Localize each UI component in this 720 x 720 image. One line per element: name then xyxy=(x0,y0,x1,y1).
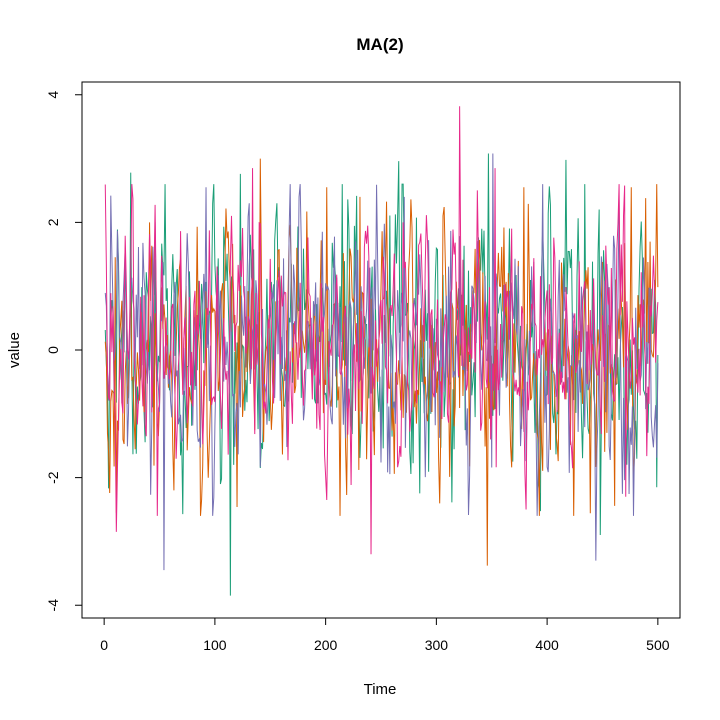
x-tick-label: 0 xyxy=(100,637,108,653)
x-tick-label: 200 xyxy=(314,637,338,653)
series-line-2 xyxy=(104,158,659,566)
y-tick-label: 0 xyxy=(45,346,61,354)
y-tick-label: 2 xyxy=(45,218,61,226)
y-tick-label: -2 xyxy=(45,471,61,484)
y-tick-label: -4 xyxy=(45,599,61,612)
x-tick-label: 400 xyxy=(535,637,559,653)
y-tick-label: 4 xyxy=(45,91,61,99)
chart-title: MA(2) xyxy=(356,35,403,54)
x-axis: 0 100 200 300 400 500 xyxy=(100,617,670,653)
series-line-4 xyxy=(104,106,659,555)
y-axis: -4 -2 0 2 4 xyxy=(45,91,83,612)
y-axis-label: value xyxy=(6,332,23,368)
x-tick-label: 300 xyxy=(425,637,449,653)
x-tick-label: 100 xyxy=(203,637,227,653)
x-tick-label: 500 xyxy=(646,637,670,653)
x-axis-label: Time xyxy=(364,681,397,698)
plot-frame xyxy=(81,81,681,619)
series-layer xyxy=(104,106,659,596)
